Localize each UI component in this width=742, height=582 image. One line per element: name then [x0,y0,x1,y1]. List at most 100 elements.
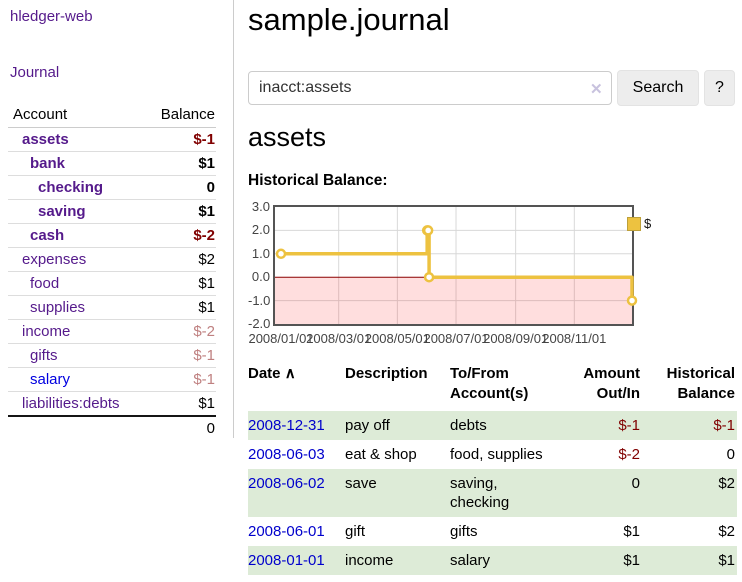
transaction-balance: 0 [726,446,735,463]
account-link-expenses[interactable]: expenses [22,251,87,268]
transaction-description: gift [345,523,366,540]
help-button[interactable]: ? [704,70,735,106]
amount-header-line1: Amount [583,365,640,382]
y-axis-label: 0.0 [251,269,270,285]
transaction-amount: 0 [631,475,640,492]
register-table: Date ∧ Description To/From Account(s) Am… [248,362,737,575]
x-axis-label: 2008/11/01 [542,331,607,346]
transaction-date-link[interactable]: 2008-01-01 [248,552,325,569]
transaction-date-link[interactable]: 2008-06-03 [248,446,325,463]
description-column-header: Description [345,365,428,382]
account-row-checking: checking 0 [8,175,216,200]
x-axis-label: 2008/07/01 [423,331,489,346]
y-axis-label: -2.0 [248,316,271,331]
transaction-amount: $-2 [618,446,640,463]
accounts-header-line2: Account(s) [450,385,529,402]
transaction-balance: $-1 [713,417,735,434]
transaction-description: income [345,552,394,569]
sort-ascending-icon: ∧ [284,365,296,382]
chart-legend: $ [627,216,651,231]
legend-label: $ [644,216,652,231]
chart-point-marker [423,271,435,283]
accounts-table-header: Account Balance [8,103,216,128]
account-link-cash[interactable]: cash [30,227,65,244]
y-axis-label: 3.0 [251,199,270,214]
transaction-accounts: salary [450,552,491,569]
accounts-header-line1: To/From [450,365,509,382]
account-balance: $-2 [143,319,216,344]
transaction-accounts: debts [450,417,487,434]
account-link-food[interactable]: food [30,275,60,292]
transaction-date-link[interactable]: 2008-06-02 [248,475,325,492]
accounts-total-value: 0 [143,415,216,440]
date-header-label: Date [248,365,281,382]
account-balance: $-1 [143,367,216,392]
transaction-amount: $1 [623,523,640,540]
transaction-date-link[interactable]: 2008-12-31 [248,417,325,434]
account-link-income[interactable]: income [22,323,71,340]
x-axis-label: 2008/03/01 [306,331,372,346]
account-heading: assets [248,122,327,152]
chart-point-marker [275,248,287,260]
chart-title: Historical Balance: [248,172,388,189]
transaction-amount: $1 [623,552,640,569]
main-content: sample.journal ✕ Search ? assets Histori… [248,0,737,582]
transaction-balance: $1 [718,552,735,569]
account-link-saving[interactable]: saving [38,203,86,220]
page-title: sample.journal [248,2,450,37]
balance-header-line2: Balance [677,385,735,402]
account-link-salary[interactable]: salary [30,371,71,388]
transaction-balance: $2 [718,523,735,540]
account-row-expenses: expenses $2 [8,247,216,272]
transaction-date-link[interactable]: 2008-06-01 [248,523,325,540]
transaction-description: pay off [345,417,390,434]
date-column-header[interactable]: Date ∧ [248,362,345,411]
account-link-liabilities-debts[interactable]: liabilities:debts [22,395,120,412]
amount-column-header: Amount Out/In [565,362,642,411]
y-axis-label: 1.0 [251,245,270,261]
search-button[interactable]: Search [617,70,699,106]
account-row-saving: saving $1 [8,199,216,224]
transaction-row: 2008-01-01 income salary $1 $1 [248,546,737,575]
account-balance: $2 [143,247,216,272]
sidebar: hledger-web Journal Account Balance asse… [0,0,234,440]
x-axis-label: 2008/09/01 [483,331,549,346]
chart-point-marker [422,225,434,236]
account-link-assets[interactable]: assets [22,131,69,148]
account-row-supplies: supplies $1 [8,295,216,320]
account-balance: 0 [143,175,216,200]
transaction-balance: $2 [718,475,735,492]
clear-search-icon[interactable]: ✕ [590,81,603,98]
x-axis-label: 2008/01/01 [248,331,314,346]
account-balance: $1 [143,151,216,176]
historical-balance-chart: 3.0 2.0 1.0 0.0 -1.0 -2.0 $ 2008/01/01 2008/03… [248,199,737,350]
app-brand-link[interactable]: hledger-web [10,8,93,25]
account-row-assets: assets $-1 [8,127,216,152]
x-axis-label: 2008/05/01 [364,331,430,346]
transaction-row: 2008-12-31 pay off debts $-1 $-1 [248,411,737,440]
account-link-gifts[interactable]: gifts [30,347,58,364]
transaction-accounts: food, supplies [450,446,543,463]
chart-canvas [275,207,638,324]
sidebar-item-journal[interactable]: Journal [10,64,60,81]
chart-negative-region [275,277,632,324]
transaction-description: save [345,475,377,492]
account-row-bank: bank $1 [8,151,216,176]
y-axis-label: 2.0 [251,222,270,238]
transaction-accounts: saving, checking [450,475,510,511]
register-header-row: Date ∧ Description To/From Account(s) Am… [248,362,737,411]
account-row-income: income $-2 [8,319,216,344]
legend-swatch [627,216,641,231]
account-link-checking[interactable]: checking [38,179,104,196]
account-row-salary: salary $-1 [8,367,216,392]
search-input[interactable] [248,71,612,105]
transaction-row: 2008-06-01 gift gifts $1 $2 [248,517,737,546]
accounts-total-row: 0 [8,415,216,440]
balance-header-line1: Historical [666,365,735,382]
y-axis-label: -1.0 [248,292,271,308]
account-link-bank[interactable]: bank [30,155,66,172]
account-link-supplies[interactable]: supplies [30,299,86,316]
account-balance: $1 [143,271,216,296]
balance-column-header: Historical Balance [642,362,737,411]
transaction-row: 2008-06-02 save saving, checking 0 $2 [248,469,737,517]
